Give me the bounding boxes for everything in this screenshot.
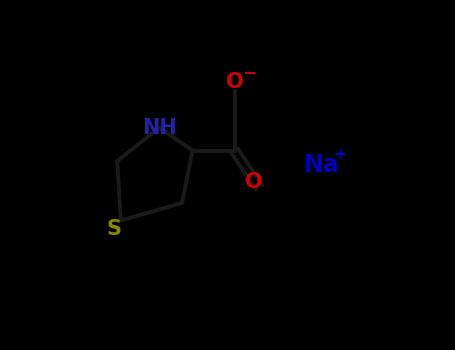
Text: O: O xyxy=(226,72,243,92)
Text: NH: NH xyxy=(142,118,177,138)
Text: Na: Na xyxy=(304,153,340,176)
Text: −: − xyxy=(243,63,257,81)
Text: +: + xyxy=(334,147,347,162)
Text: S: S xyxy=(106,219,121,239)
Text: O: O xyxy=(245,172,263,192)
